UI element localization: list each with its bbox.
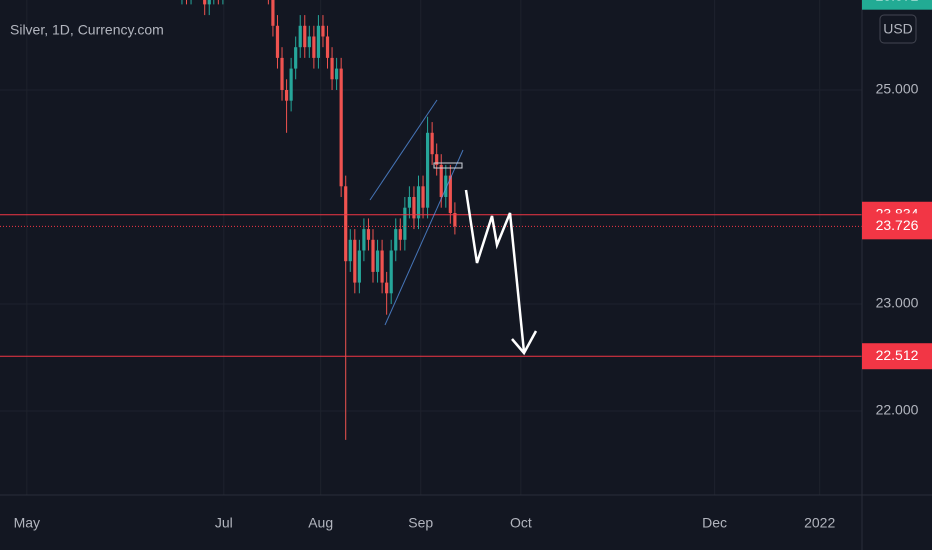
candle-body <box>271 0 275 26</box>
candle-body <box>375 250 380 272</box>
grid <box>0 0 862 495</box>
candle-body <box>348 239 352 262</box>
candle-body <box>380 250 384 283</box>
candle-body <box>330 57 334 80</box>
candle-body <box>316 25 321 58</box>
candle-body <box>385 282 389 294</box>
price-lines <box>0 214 862 357</box>
candle-body <box>344 186 348 262</box>
candle-body <box>362 229 366 251</box>
y-tick-label: 22.000 <box>876 402 919 418</box>
x-tick-label: May <box>14 515 40 531</box>
candle-body <box>448 175 452 214</box>
candle-body <box>398 229 402 240</box>
candle-body <box>294 47 298 69</box>
axes: 22.000 23.000 25.000 May Jul Aug Sep Oct Dec 2022… <box>14 0 932 531</box>
candle-body <box>357 250 361 283</box>
x-tick-label: Oct <box>510 515 532 531</box>
candle-body <box>435 154 439 165</box>
candles <box>181 0 457 440</box>
candle-body <box>303 25 307 48</box>
candle-body <box>325 36 330 58</box>
channel-upper <box>369 99 438 201</box>
price-label-box <box>862 0 932 10</box>
price-label: 23.726 <box>876 217 919 233</box>
candle-body <box>421 186 425 208</box>
candle-body <box>430 132 434 155</box>
price-label-box <box>862 213 932 240</box>
candle-body <box>339 68 343 187</box>
y-tick-label: 23.000 <box>876 295 919 311</box>
candle-body <box>298 25 302 48</box>
candle-body <box>366 229 371 240</box>
candle-body <box>280 57 284 90</box>
x-tick-label: Sep <box>408 515 433 531</box>
candle-body <box>444 175 448 197</box>
channel-lower <box>384 149 464 326</box>
candle-body <box>439 164 443 197</box>
drawings <box>369 99 538 356</box>
arrow-head <box>511 330 538 356</box>
candle-body <box>407 196 411 208</box>
candle-body <box>425 132 430 208</box>
candle-body <box>275 25 280 58</box>
candle-body <box>289 68 293 101</box>
x-tick-label: Dec <box>702 515 727 531</box>
x-tick-label: 2022 <box>804 515 835 531</box>
candle-body <box>321 25 325 37</box>
candle-body <box>412 196 416 219</box>
projection-arrow <box>464 189 526 353</box>
candle-body <box>335 68 339 80</box>
candle-body <box>307 36 311 48</box>
candle-body <box>207 0 211 5</box>
currency-label[interactable]: USD <box>883 21 913 37</box>
candle-body <box>371 239 375 272</box>
y-tick-label: 25.000 <box>876 81 919 97</box>
price-label-box <box>862 343 932 370</box>
candle-body <box>284 89 289 101</box>
candle-body <box>203 0 207 5</box>
currency-box[interactable] <box>879 14 917 44</box>
price-label: 25.872 <box>876 0 919 3</box>
candle-body <box>453 213 457 227</box>
price-label: 22.512 <box>876 347 919 363</box>
candle-body <box>353 239 357 283</box>
marker-box <box>433 162 463 169</box>
candle-body <box>403 207 407 240</box>
candle-body <box>394 229 398 251</box>
x-tick-label: Aug <box>308 515 333 531</box>
candle-body <box>312 36 316 58</box>
candle-body <box>389 250 393 294</box>
x-tick-label: Jul <box>215 515 233 531</box>
chart-title: Silver, 1D, Currency.com <box>10 22 164 38</box>
candle-body <box>416 186 421 219</box>
